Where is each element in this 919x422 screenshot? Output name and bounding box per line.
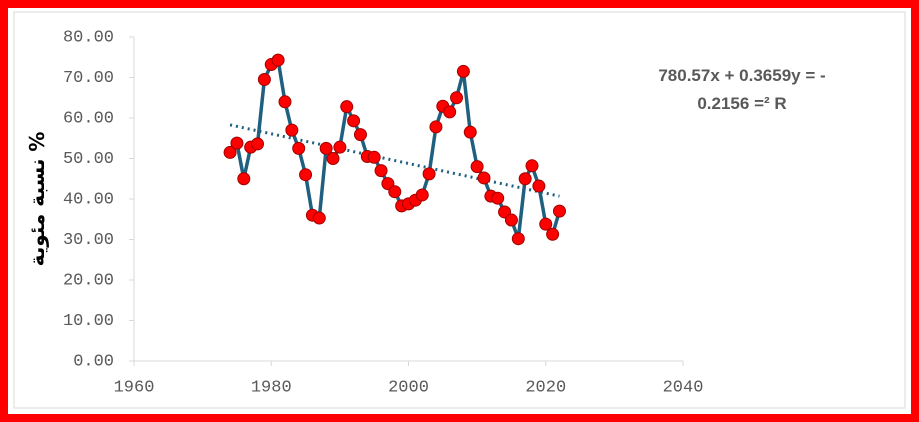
y-tick-label: 20.00 — [63, 271, 114, 290]
marker — [552, 204, 566, 218]
marker — [511, 232, 525, 246]
marker — [374, 164, 388, 178]
y-tick-label: 40.00 — [63, 190, 114, 209]
y-tick-label: 30.00 — [63, 231, 114, 250]
y-axis-title: نسبة مئوية % — [25, 132, 49, 267]
marker — [477, 171, 491, 185]
marker — [326, 152, 340, 165]
marker — [463, 125, 477, 139]
x-tick-label: 2040 — [663, 378, 704, 397]
x-tick-label: 1980 — [251, 378, 292, 397]
marker — [415, 188, 429, 202]
marker — [429, 120, 443, 134]
marker — [223, 145, 237, 159]
marker — [470, 160, 484, 174]
marker — [299, 168, 313, 182]
marker — [443, 105, 457, 119]
equation: 780.57x + 0.3659y = - — [658, 66, 825, 85]
trendline — [229, 123, 560, 198]
marker — [257, 73, 271, 87]
marker — [539, 217, 553, 231]
marker — [347, 114, 361, 128]
marker — [319, 141, 333, 155]
marker — [285, 123, 299, 137]
y-tick-label: 10.00 — [63, 312, 114, 331]
equation: 0.2156 =² R — [697, 94, 786, 113]
x-tick-label: 2000 — [388, 378, 429, 397]
x-tick-label: 2020 — [525, 378, 566, 397]
y-tick-label: 60.00 — [63, 109, 114, 128]
marker — [504, 213, 518, 227]
chart-area — [13, 11, 906, 409]
marker — [525, 159, 539, 173]
y-tick-label: 80.00 — [63, 28, 114, 47]
marker — [518, 172, 532, 186]
marker — [340, 100, 354, 114]
y-tick-label: 50.00 — [63, 150, 114, 169]
marker — [312, 211, 326, 225]
marker — [491, 191, 505, 205]
marker — [230, 136, 244, 150]
marker — [353, 128, 367, 142]
marker — [422, 167, 436, 181]
marker — [450, 91, 464, 105]
marker — [456, 64, 470, 78]
marker — [532, 179, 546, 193]
marker — [292, 141, 306, 155]
y-tick-label: 70.00 — [63, 69, 114, 88]
marker — [546, 227, 560, 241]
marker — [237, 172, 251, 186]
marker — [367, 150, 381, 164]
marker — [388, 185, 402, 199]
marker — [251, 137, 265, 151]
y-tick-label: 0.00 — [73, 352, 114, 371]
marker — [271, 53, 285, 67]
marker — [333, 140, 347, 154]
x-tick-label: 1960 — [114, 378, 155, 397]
marker — [278, 95, 292, 109]
